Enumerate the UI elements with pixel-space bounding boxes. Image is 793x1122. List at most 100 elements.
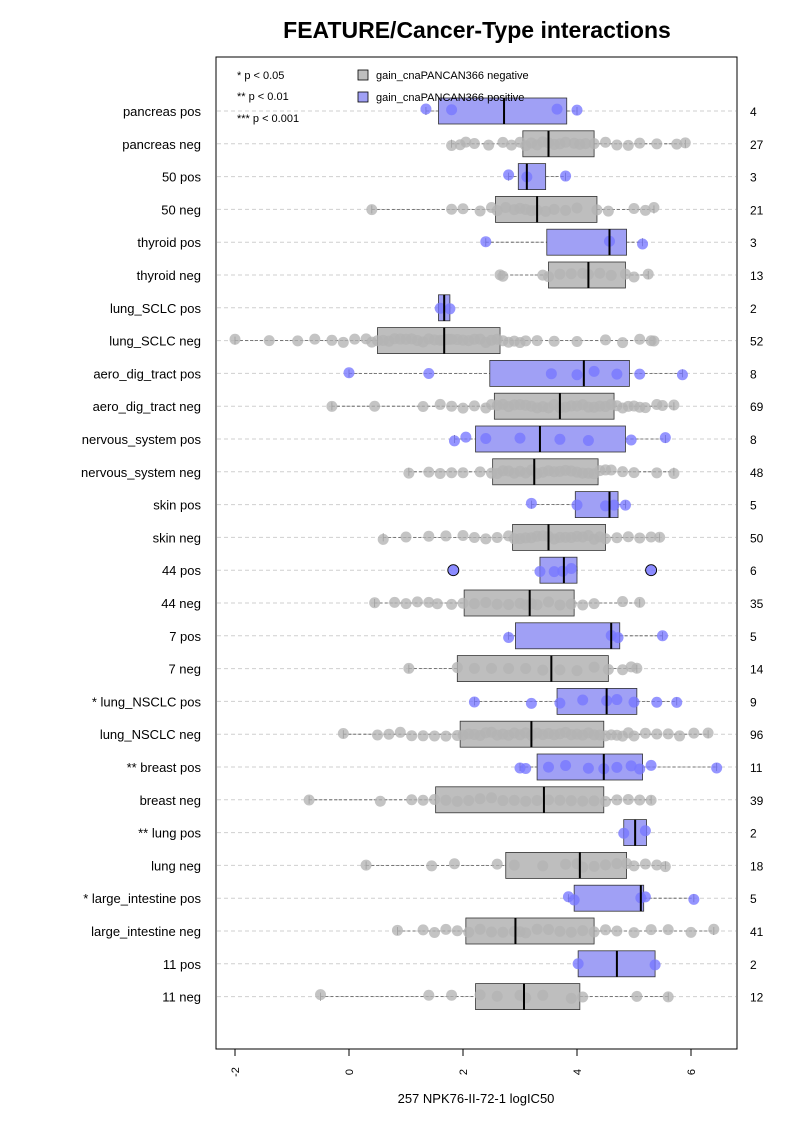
data-point bbox=[446, 467, 458, 479]
data-point bbox=[651, 696, 663, 708]
data-point bbox=[605, 464, 617, 476]
data-point bbox=[343, 367, 355, 379]
data-point bbox=[457, 467, 469, 479]
data-point bbox=[560, 136, 572, 148]
data-point bbox=[628, 467, 640, 479]
data-point bbox=[417, 400, 429, 412]
data-point bbox=[537, 664, 549, 676]
data-point bbox=[688, 893, 700, 905]
data-point bbox=[619, 499, 631, 511]
data-point bbox=[446, 139, 458, 151]
data-point bbox=[480, 433, 492, 445]
data-point bbox=[480, 597, 492, 609]
data-point bbox=[263, 335, 275, 347]
data-point bbox=[520, 762, 532, 774]
data-point bbox=[642, 268, 654, 280]
data-point bbox=[520, 335, 532, 347]
data-point bbox=[622, 531, 634, 543]
data-point bbox=[431, 598, 443, 610]
row-label: lung_SCLC pos bbox=[110, 301, 202, 316]
row-count: 69 bbox=[750, 400, 764, 414]
data-point bbox=[639, 891, 651, 903]
row-count: 4 bbox=[750, 105, 757, 119]
data-point bbox=[600, 859, 611, 871]
data-point bbox=[400, 598, 412, 610]
row-count: 5 bbox=[750, 499, 757, 513]
data-point bbox=[391, 924, 403, 936]
data-point bbox=[486, 792, 497, 804]
legend-swatch-positive bbox=[357, 91, 369, 103]
data-point bbox=[480, 236, 492, 248]
data-point bbox=[543, 761, 554, 773]
data-point bbox=[548, 566, 560, 578]
data-point bbox=[468, 598, 480, 610]
data-point bbox=[605, 269, 617, 281]
row-label: ** breast pos bbox=[127, 760, 202, 775]
row-count: 3 bbox=[750, 171, 757, 185]
data-point bbox=[423, 466, 435, 478]
data-point bbox=[520, 992, 532, 1004]
data-point bbox=[651, 859, 663, 871]
data-point bbox=[457, 597, 469, 609]
data-point bbox=[637, 238, 649, 250]
data-point bbox=[571, 202, 583, 214]
data-point bbox=[560, 204, 572, 216]
data-point bbox=[429, 730, 440, 742]
data-point bbox=[588, 598, 600, 610]
data-point bbox=[400, 531, 412, 543]
data-point bbox=[406, 730, 418, 742]
data-point bbox=[486, 662, 497, 674]
data-point bbox=[531, 335, 543, 347]
data-point bbox=[403, 467, 415, 479]
row-label: 7 neg bbox=[168, 662, 201, 677]
data-point bbox=[657, 630, 668, 642]
data-point bbox=[634, 368, 646, 380]
x-axis: -2 0 2 4 6 bbox=[230, 1049, 698, 1077]
data-point bbox=[654, 531, 666, 543]
box bbox=[438, 97, 568, 125]
data-point bbox=[423, 596, 435, 608]
row-count: 2 bbox=[750, 302, 757, 316]
data-point bbox=[229, 333, 241, 345]
row-count: 8 bbox=[750, 367, 757, 381]
data-point bbox=[577, 991, 589, 1003]
data-point bbox=[645, 759, 657, 771]
data-point bbox=[451, 662, 463, 674]
data-point bbox=[645, 531, 657, 543]
row-count: 27 bbox=[750, 138, 764, 152]
box bbox=[475, 425, 626, 453]
data-point bbox=[611, 694, 623, 706]
row-count: 5 bbox=[750, 630, 757, 644]
data-point bbox=[474, 923, 486, 935]
data-point bbox=[588, 365, 600, 377]
point-layer bbox=[229, 98, 723, 1010]
data-point bbox=[303, 794, 315, 806]
data-point bbox=[369, 400, 381, 412]
data-point bbox=[628, 860, 640, 872]
data-point bbox=[571, 336, 583, 348]
data-point bbox=[520, 927, 532, 939]
data-point bbox=[659, 432, 671, 444]
data-point bbox=[369, 597, 381, 609]
data-point bbox=[446, 598, 458, 610]
data-point bbox=[468, 696, 480, 708]
data-point bbox=[651, 138, 663, 150]
data-point bbox=[634, 763, 646, 775]
data-point bbox=[580, 138, 592, 150]
outlier-point bbox=[447, 564, 460, 577]
data-point bbox=[634, 532, 646, 544]
data-point bbox=[514, 432, 526, 444]
data-point bbox=[366, 204, 378, 216]
row-labels: pancreas pos pancreas neg 50 pos 50 neg thyr… bbox=[81, 104, 201, 1005]
row-label: ** lung pos bbox=[138, 826, 201, 841]
data-point bbox=[389, 596, 401, 608]
data-point bbox=[588, 138, 600, 150]
data-point bbox=[406, 794, 418, 806]
data-point bbox=[577, 599, 589, 611]
data-point bbox=[337, 336, 349, 348]
data-point bbox=[668, 467, 680, 479]
row-count: 21 bbox=[750, 203, 764, 217]
data-point bbox=[394, 726, 406, 738]
data-point bbox=[534, 565, 546, 577]
data-point bbox=[702, 727, 714, 739]
